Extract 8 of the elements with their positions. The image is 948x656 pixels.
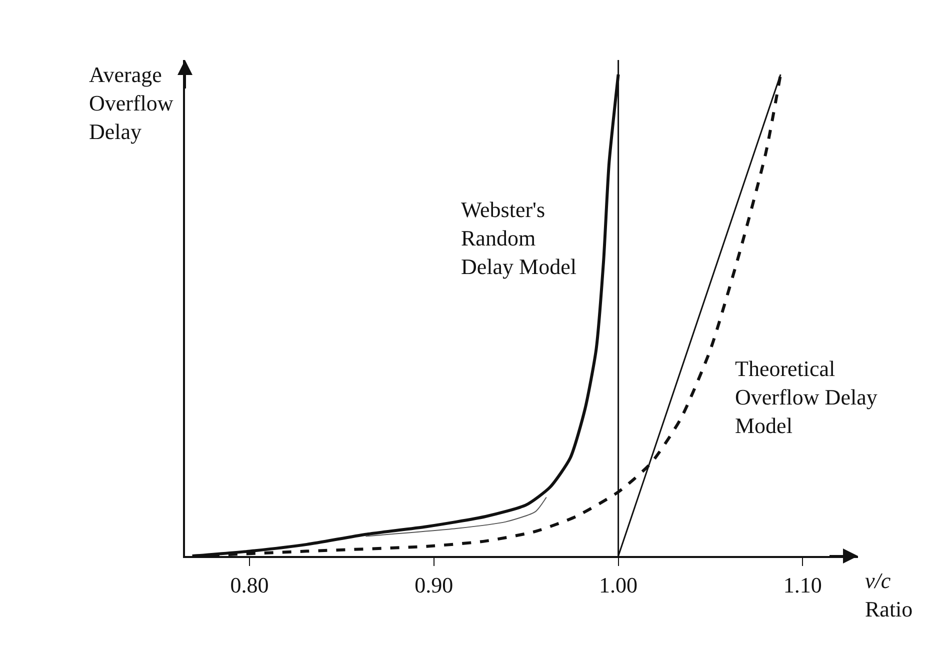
x-tick-label: 1.00: [599, 572, 638, 598]
x-tick-label: 0.80: [230, 572, 269, 598]
text: Theoretical Overflow Delay Model: [735, 356, 878, 438]
x-tick-label: 1.10: [783, 572, 822, 598]
series-label: Webster's Random Delay Model: [461, 197, 576, 280]
x-tick-label: 0.90: [414, 572, 454, 598]
x-axis-title: v/c Ratio: [865, 568, 913, 622]
y-axis-title: Average Overflow Delay: [89, 62, 174, 144]
